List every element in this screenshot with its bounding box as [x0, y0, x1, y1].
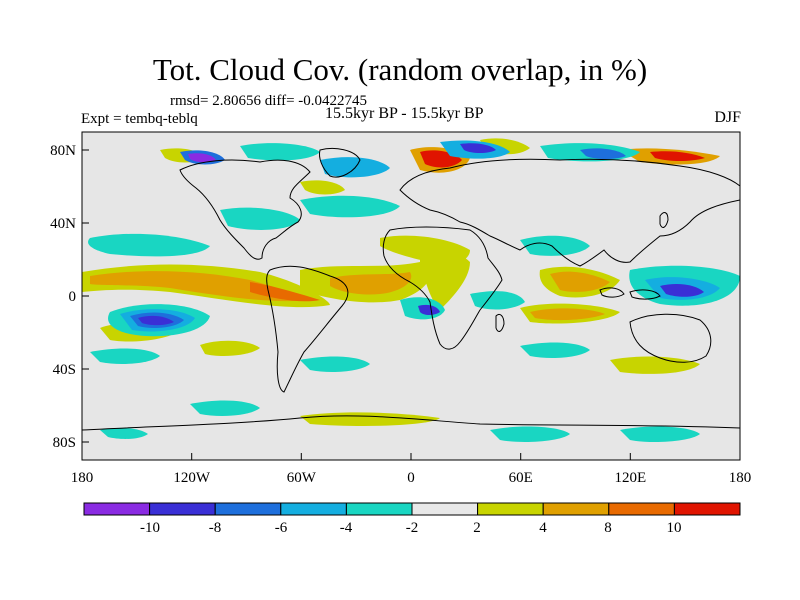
- colorbar-label: -10: [140, 520, 160, 536]
- x-tick-label: 180: [729, 470, 752, 486]
- x-tick-label: 0: [407, 470, 415, 486]
- colorbar-swatch: [411, 502, 479, 516]
- x-tick-label: 120W: [173, 470, 211, 486]
- colorbar-label: 2: [473, 520, 481, 536]
- map-area: [82, 132, 740, 460]
- x-tick-label: 60E: [509, 470, 533, 486]
- colorbar-swatch: [477, 502, 544, 516]
- colorbar-swatch: [345, 502, 413, 516]
- season-label: DJF: [714, 109, 741, 126]
- coastlines: [82, 147, 740, 431]
- y-tick-label: 40N: [50, 216, 76, 232]
- colorbar-label: 10: [667, 520, 682, 536]
- colorbar-label: -6: [275, 520, 288, 536]
- axis-ticks: [81, 149, 741, 460]
- period-label: 15.5kyr BP - 15.5kyr BP: [325, 105, 484, 122]
- y-tick-labels: 80N 40N 0 40S 80S: [50, 143, 76, 451]
- colorbar-swatch: [280, 502, 347, 516]
- negative-anomaly-patches: [88, 140, 740, 442]
- x-tick-label: 180: [71, 470, 94, 486]
- colorbar-labels: -10 -8 -6 -4 -2 2 4 8 10: [140, 520, 682, 536]
- rmsd-diff-stats: rmsd= 2.80656 diff= -0.0422745: [170, 93, 368, 109]
- experiment-label: Expt = tembq-teblq: [81, 111, 198, 127]
- colorbar-swatch: [673, 502, 741, 516]
- x-tick-label: 120E: [614, 470, 646, 486]
- colorbar-label: 8: [604, 520, 612, 536]
- colorbar-swatch: [83, 502, 151, 516]
- colorbar-swatch: [608, 502, 675, 516]
- colorbar-label: 4: [539, 520, 547, 536]
- y-tick-label: 40S: [53, 362, 76, 378]
- colorbar-label: -4: [340, 520, 353, 536]
- colorbar-swatch: [214, 502, 282, 516]
- map-background: [82, 132, 740, 460]
- map-title: Tot. Cloud Cov. (random overlap, in %): [152, 52, 648, 87]
- y-tick-label: 80S: [53, 435, 76, 451]
- x-tick-labels: 180 120W 60W 0 60E 120E 180: [71, 470, 752, 486]
- x-tick-label: 60W: [287, 470, 317, 486]
- y-tick-label: 0: [69, 289, 77, 305]
- colorbar-label: -8: [209, 520, 222, 536]
- colorbar: [83, 502, 741, 516]
- colorbar-swatch: [149, 502, 216, 516]
- colorbar-label: -2: [406, 520, 419, 536]
- colorbar-swatch: [542, 502, 610, 516]
- y-tick-label: 80N: [50, 143, 76, 159]
